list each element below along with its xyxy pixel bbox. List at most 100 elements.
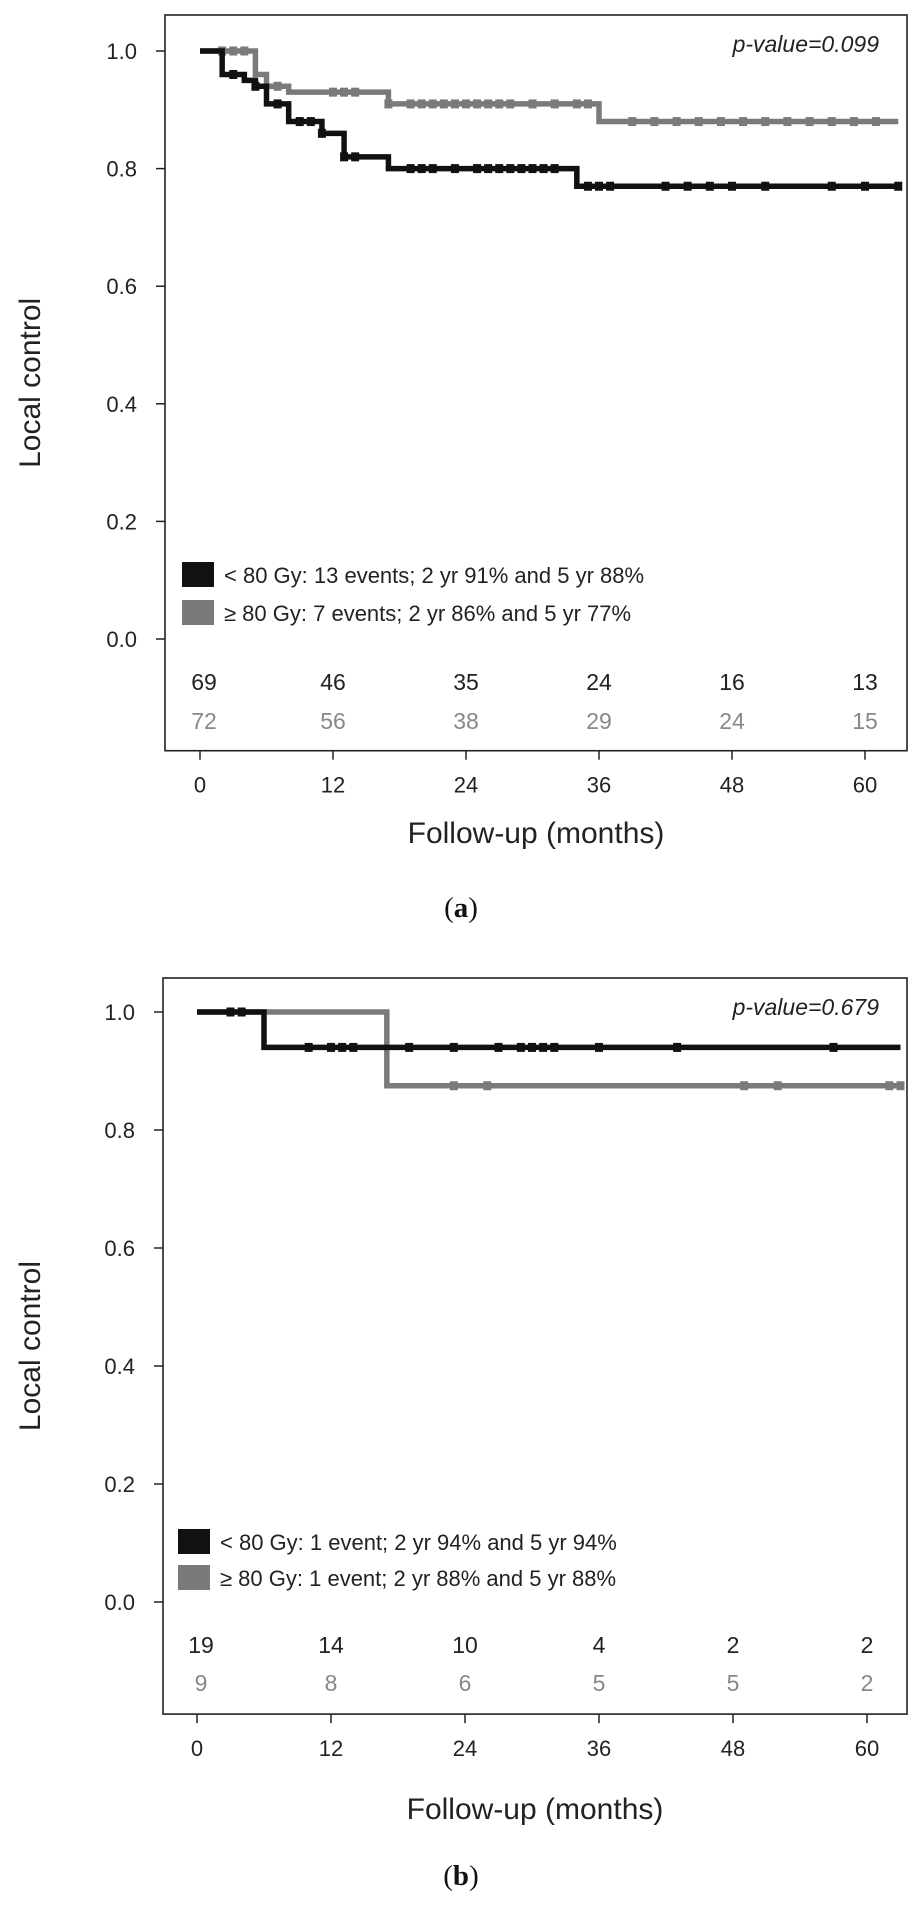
survival-curve-lt80 (200, 48, 899, 189)
x-tick-label: 48 (720, 773, 744, 798)
censor-mark (583, 181, 592, 191)
at-risk-count: 16 (719, 669, 745, 695)
censor-mark (506, 164, 515, 174)
censor-mark (237, 1007, 246, 1017)
at-risk-count: 13 (852, 669, 878, 695)
caption-letter: b (453, 1860, 469, 1892)
at-risk-count: 8 (325, 1670, 338, 1696)
y-tick-label: 0.8 (104, 1118, 135, 1143)
censor-mark (606, 181, 615, 191)
y-tick-label: 0.2 (104, 1472, 135, 1497)
censor-mark (473, 164, 482, 174)
at-risk-count: 15 (852, 708, 878, 734)
censor-mark (349, 1042, 358, 1052)
censor-mark (494, 1042, 503, 1052)
censor-mark (517, 164, 526, 174)
censor-mark (650, 117, 659, 127)
y-axis-label: Local control (14, 298, 47, 468)
x-tick-label: 12 (321, 773, 345, 798)
censor-mark (295, 117, 304, 127)
y-tick-label: 0.4 (104, 1354, 135, 1379)
y-tick-label: 0.6 (104, 1236, 135, 1261)
censor-mark (450, 99, 459, 109)
censor-mark (528, 164, 537, 174)
y-tick-label: 0.0 (104, 1590, 135, 1615)
x-tick-label: 0 (194, 773, 206, 798)
censor-mark (304, 1042, 313, 1052)
x-tick-label: 36 (587, 773, 611, 798)
at-risk-count: 5 (727, 1670, 740, 1696)
censor-mark (384, 99, 393, 109)
censor-mark (516, 1042, 525, 1052)
legend-label: < 80 Gy: 1 event; 2 yr 94% and 5 yr 94% (220, 1530, 617, 1555)
censor-mark (483, 1081, 492, 1091)
legend-swatch-ge80 (182, 600, 214, 625)
censor-mark (417, 164, 426, 174)
censor-mark (273, 99, 282, 109)
y-tick-label: 0.0 (106, 627, 137, 652)
legend-label: < 80 Gy: 13 events; 2 yr 91% and 5 yr 88… (224, 563, 644, 588)
censor-mark (449, 1081, 458, 1091)
censor-mark (439, 99, 448, 109)
caption-open-paren: ( (443, 1860, 453, 1892)
censor-mark (861, 181, 869, 191)
censor-mark (572, 99, 581, 109)
censor-mark (872, 117, 881, 127)
legend-swatch-lt80 (182, 562, 214, 587)
censor-mark (805, 117, 814, 127)
censor-mark (340, 152, 349, 162)
censor-mark (773, 1081, 782, 1091)
x-tick-label: 12 (319, 1736, 343, 1761)
x-axis-label: Follow-up (months) (408, 817, 665, 850)
censor-mark (896, 1081, 905, 1091)
censor-mark (829, 1042, 838, 1052)
censor-mark (484, 164, 493, 174)
x-tick-label: 0 (191, 1736, 203, 1761)
at-risk-count: 56 (320, 708, 346, 734)
plot-frame (164, 14, 908, 752)
censor-mark (783, 117, 792, 127)
censor-mark (340, 87, 349, 97)
censor-mark (473, 99, 482, 109)
censor-mark (550, 99, 559, 109)
x-tick-label: 48 (721, 1736, 745, 1761)
censor-mark (672, 117, 681, 127)
y-tick-label: 0.4 (106, 392, 137, 417)
at-risk-count: 38 (453, 708, 479, 734)
censor-mark (827, 117, 836, 127)
p-value: p-value=0.679 (732, 994, 880, 1020)
censor-mark (539, 164, 548, 174)
at-risk-count: 24 (586, 669, 612, 695)
censor-mark (705, 181, 714, 191)
censor-mark (583, 99, 592, 109)
caption-open-paren: ( (444, 892, 454, 924)
at-risk-count: 6 (459, 1670, 472, 1696)
censor-mark (351, 152, 360, 162)
censor-mark (827, 181, 836, 191)
at-risk-count: 14 (318, 1632, 344, 1658)
at-risk-count: 2 (861, 1670, 874, 1696)
censor-mark (894, 181, 903, 191)
at-risk-count: 5 (593, 1670, 606, 1696)
panel-caption: (a) (444, 892, 478, 924)
x-tick-label: 60 (855, 1736, 879, 1761)
y-tick-label: 1.0 (104, 1000, 135, 1025)
censor-mark (351, 87, 360, 97)
legend-swatch-ge80 (178, 1565, 210, 1590)
y-tick-label: 1.0 (106, 39, 137, 64)
x-tick-label: 24 (453, 1736, 477, 1761)
censor-mark (595, 1042, 603, 1052)
at-risk-count: 2 (861, 1632, 874, 1658)
censor-mark (728, 181, 736, 191)
x-tick-label: 60 (853, 773, 877, 798)
at-risk-count: 46 (320, 669, 346, 695)
censor-mark (495, 164, 504, 174)
censor-mark (317, 128, 326, 138)
y-tick-label: 0.6 (106, 274, 137, 299)
censor-mark (417, 99, 426, 109)
at-risk-count: 72 (191, 708, 217, 734)
censor-mark (484, 99, 493, 109)
censor-mark (595, 181, 603, 191)
censor-mark (683, 181, 692, 191)
